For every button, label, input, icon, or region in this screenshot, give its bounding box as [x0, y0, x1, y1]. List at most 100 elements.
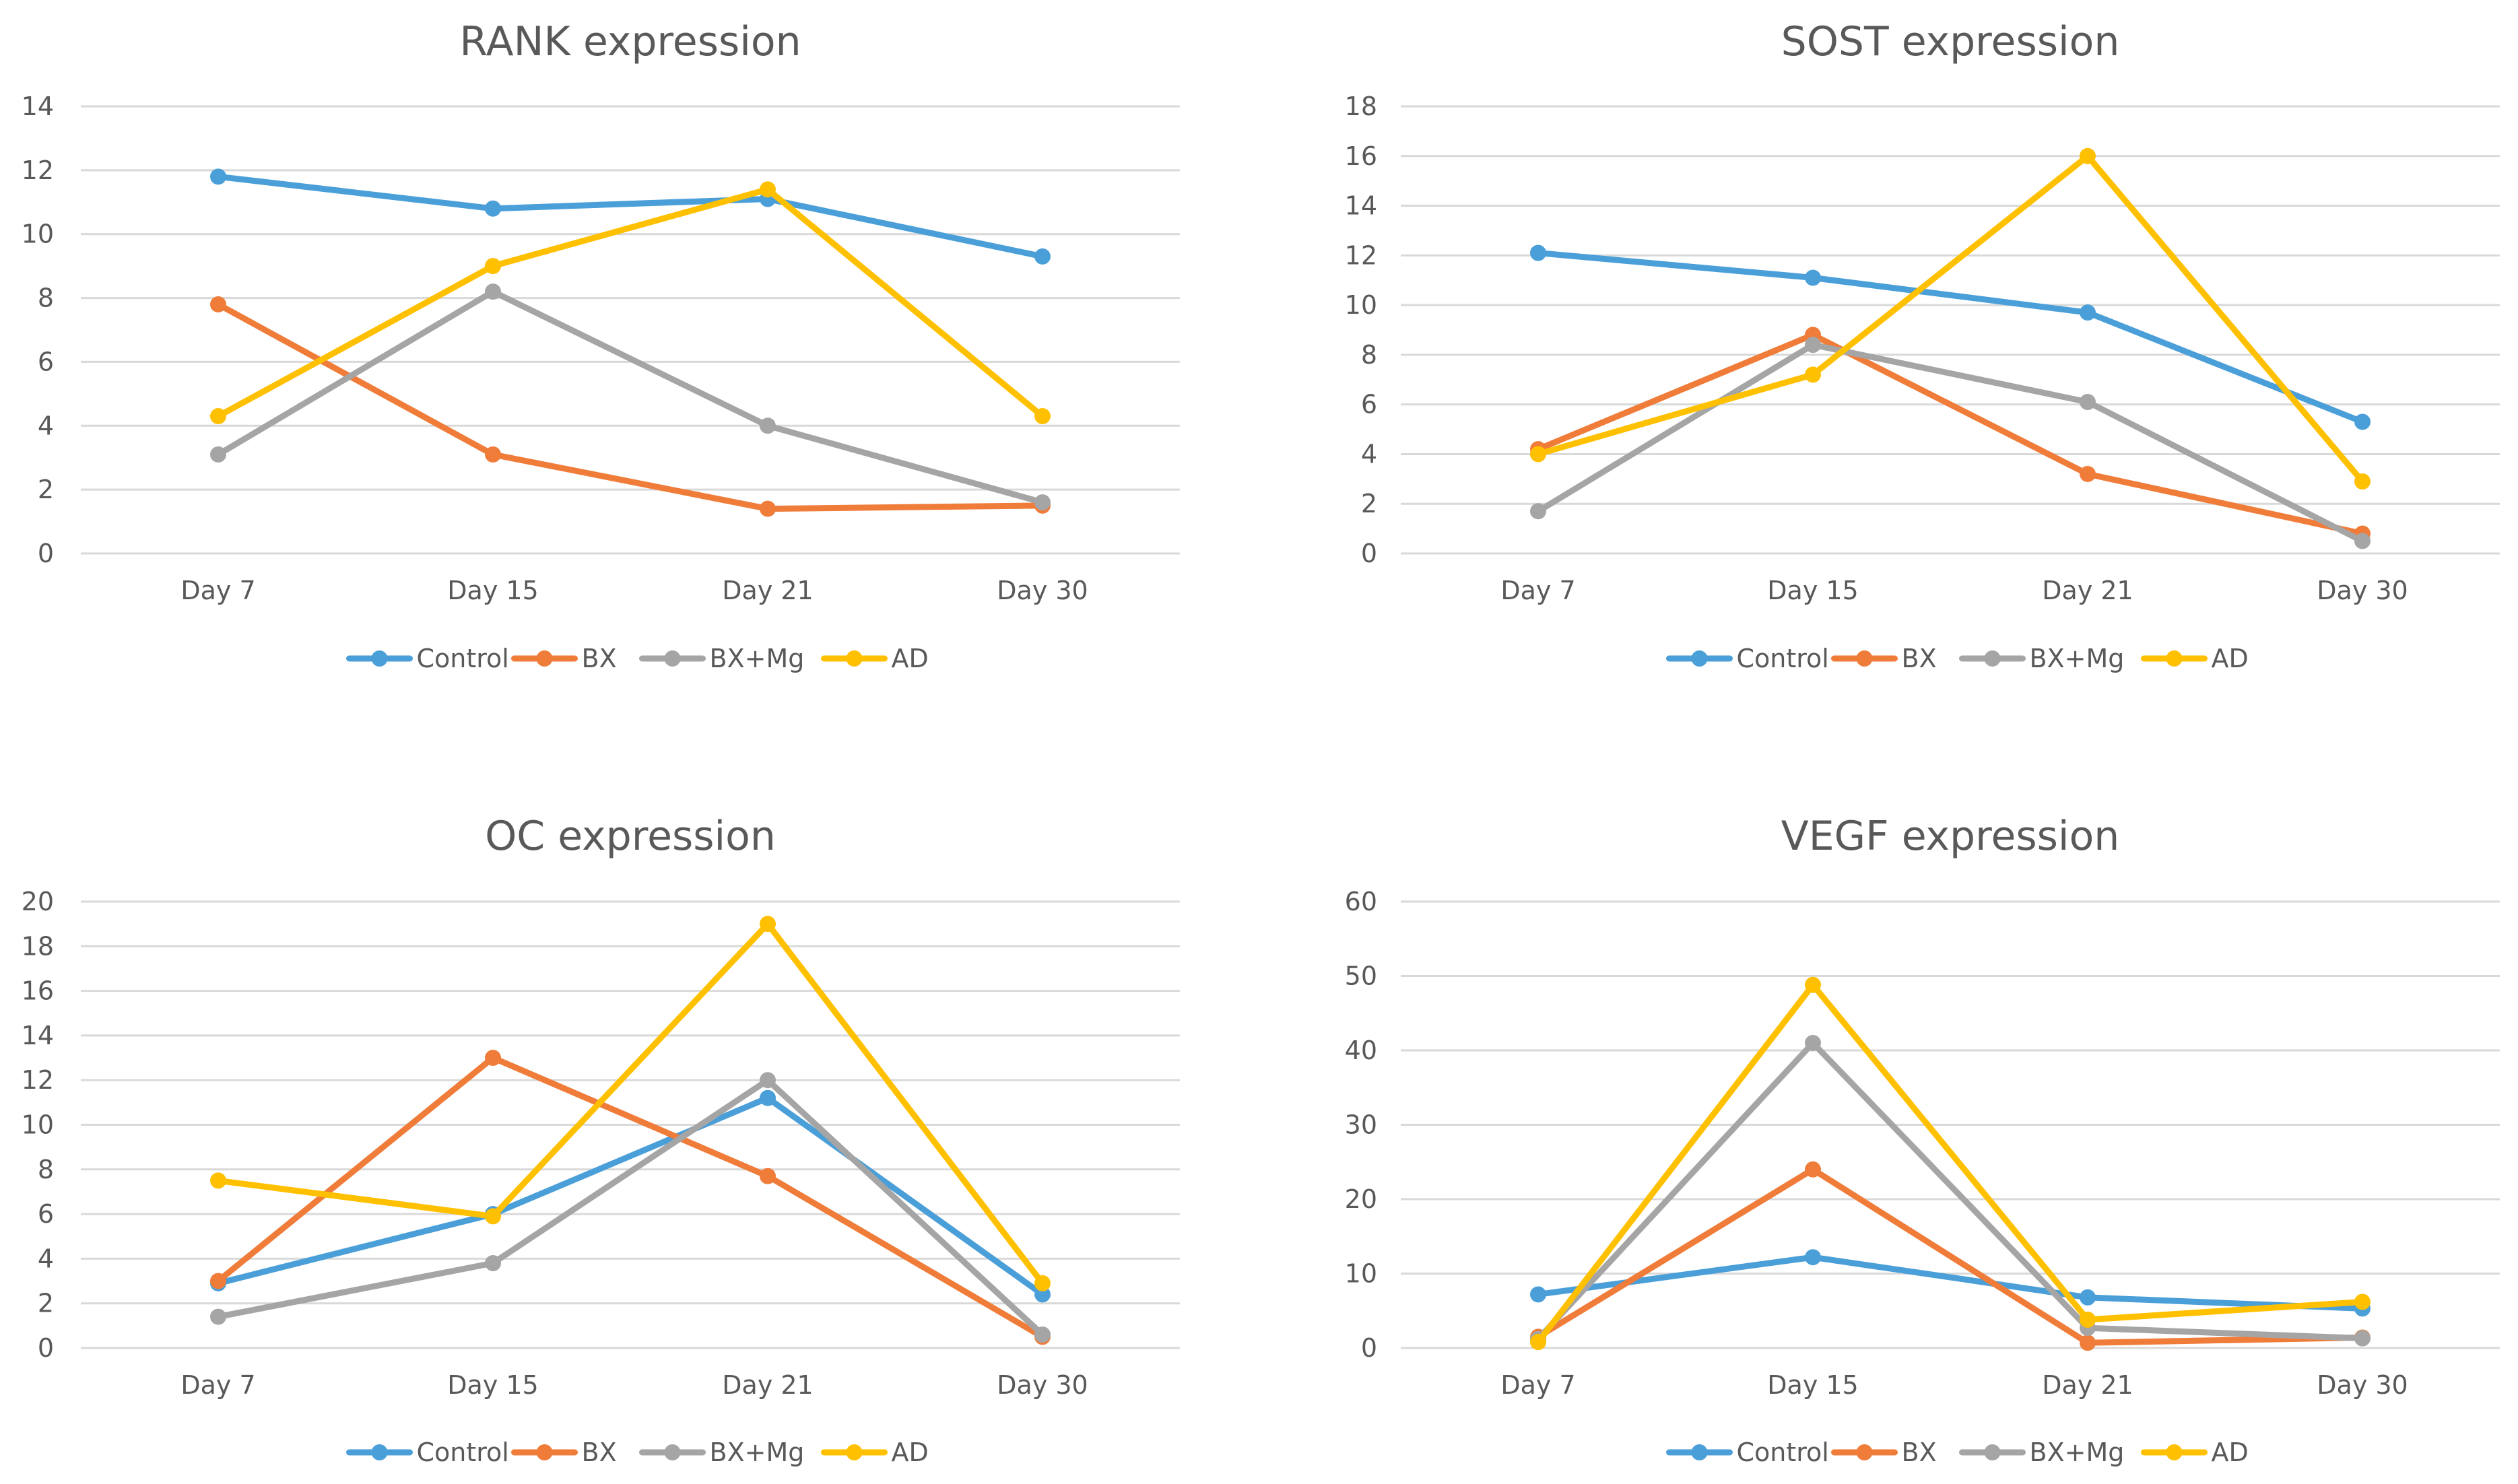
y-tick-label: 8 [38, 283, 54, 313]
y-tick-label: 16 [1345, 141, 1377, 171]
data-point-bx [485, 446, 501, 463]
data-point-bx [760, 500, 776, 517]
legend-label: AD [892, 644, 929, 673]
legend-item: BX+Mg [1959, 1438, 2124, 1467]
data-point-ad [1530, 446, 1546, 463]
data-point-bx-mg [760, 1072, 776, 1089]
series-line-ad [215, 920, 1046, 1287]
y-tick-label: 6 [1361, 390, 1377, 419]
data-point-ad [1530, 1334, 1546, 1351]
legend-item: BX [511, 644, 617, 673]
legend-label: BX+Mg [2030, 644, 2125, 673]
x-tick-label: Day 7 [1500, 1370, 1575, 1400]
legend-label: Control [417, 1438, 509, 1467]
x-tick-label: Day 21 [722, 576, 813, 605]
x-tick-label: Day 21 [2042, 1370, 2133, 1400]
data-point-bx-mg [1530, 503, 1546, 520]
legend-marker [664, 1444, 681, 1460]
y-tick-label: 18 [1345, 92, 1377, 121]
series-line-bx [215, 1054, 1046, 1340]
legend-item: Control [1666, 1438, 1829, 1467]
y-tick-label: 6 [38, 347, 54, 376]
y-tick-label: 2 [1361, 489, 1377, 518]
data-point-bx-mg [760, 417, 776, 434]
data-point-bx [2080, 465, 2096, 482]
series-line-bx-mg [1535, 341, 2366, 545]
y-tick-label: 10 [1345, 1259, 1377, 1289]
series-line-bx [215, 301, 1046, 512]
data-point-control [210, 168, 226, 185]
data-point-bx-mg [210, 1308, 226, 1325]
data-point-control [485, 200, 501, 217]
legend-marker [1691, 1444, 1708, 1460]
y-tick-label: 12 [22, 156, 54, 185]
data-point-ad [485, 1208, 501, 1225]
chart-panel-1: SOST expression 0 2 4 6 8 10 12 14 16 18 Day 7 Day 1… [1345, 18, 2500, 673]
x-tick-label: Day 21 [2042, 576, 2133, 605]
y-tick-label: 14 [22, 92, 54, 121]
data-point-bx [2080, 1335, 2096, 1351]
y-tick-label: 20 [22, 887, 54, 916]
y-tick-label: 0 [1361, 1333, 1377, 1363]
data-point-control [760, 1089, 776, 1106]
y-tick-label: 4 [1361, 439, 1377, 469]
data-point-ad [485, 258, 501, 275]
y-tick-label: 10 [22, 220, 54, 249]
x-tick-label: Day 15 [447, 1370, 538, 1400]
data-point-ad [1034, 408, 1051, 425]
data-point-ad [2354, 1293, 2371, 1310]
data-point-control [2080, 1289, 2096, 1306]
legend-item: Control [1666, 644, 1829, 673]
data-point-ad [760, 181, 776, 198]
y-tick-label: 14 [1345, 191, 1377, 221]
series-line-bx [1535, 331, 2366, 537]
y-tick-label: 8 [38, 1155, 54, 1184]
data-point-control [1530, 1286, 1546, 1303]
legend-marker [846, 1444, 863, 1460]
chart-panel-2: OC expression 0 2 4 6 8 10 12 14 16 18 20 Day 7 Day 1… [22, 813, 1180, 1467]
legend-label: AD [2212, 1438, 2249, 1467]
x-tick-label: Day 30 [2317, 1370, 2408, 1400]
legend-marker [2166, 1444, 2183, 1460]
data-point-bx [760, 1168, 776, 1184]
data-point-bx-mg [485, 283, 501, 300]
series-line-control [215, 173, 1046, 260]
y-tick-label: 0 [38, 539, 54, 568]
legend-marker [371, 1444, 388, 1460]
series-line-bx-mg [215, 288, 1046, 506]
legend-marker [1984, 650, 2001, 667]
legend-item: BX+Mg [1959, 644, 2125, 673]
legend-label: AD [892, 1438, 929, 1467]
legend-marker [1691, 650, 1708, 667]
legend-marker [664, 650, 681, 667]
legend-marker [536, 1444, 553, 1460]
legend-item: AD [821, 1438, 929, 1467]
data-point-bx [210, 1273, 226, 1289]
x-tick-label: Day 30 [997, 576, 1088, 605]
legend-item: AD [2141, 644, 2249, 673]
data-point-bx-mg [2354, 1330, 2371, 1347]
y-tick-label: 10 [22, 1110, 54, 1140]
chart-panel-3: VEGF expression 0 10 20 30 40 50 60 Day 7 Day 15 D… [1345, 813, 2500, 1467]
y-tick-label: 12 [1345, 240, 1377, 270]
y-tick-label: 18 [22, 931, 54, 961]
y-tick-label: 20 [1345, 1184, 1377, 1214]
y-tick-label: 12 [22, 1065, 54, 1095]
legend-label: BX [1902, 644, 1937, 673]
y-tick-label: 0 [1361, 539, 1377, 568]
series-line-bx-mg [215, 1077, 1046, 1338]
data-point-control [1034, 1286, 1051, 1303]
series-line-control [1535, 1254, 2366, 1312]
legend-label: AD [2212, 644, 2249, 673]
y-tick-label: 14 [22, 1021, 54, 1050]
data-point-bx-mg [1805, 1034, 1821, 1051]
y-tick-label: 16 [22, 976, 54, 1006]
data-point-bx-mg [485, 1255, 501, 1272]
y-tick-label: 40 [1345, 1036, 1377, 1065]
legend-label: BX [582, 1438, 617, 1467]
data-point-bx-mg [210, 446, 226, 463]
data-point-ad [2080, 1312, 2096, 1328]
x-tick-label: Day 30 [2317, 576, 2408, 605]
x-tick-label: Day 21 [722, 1370, 813, 1400]
legend-marker [371, 650, 388, 667]
